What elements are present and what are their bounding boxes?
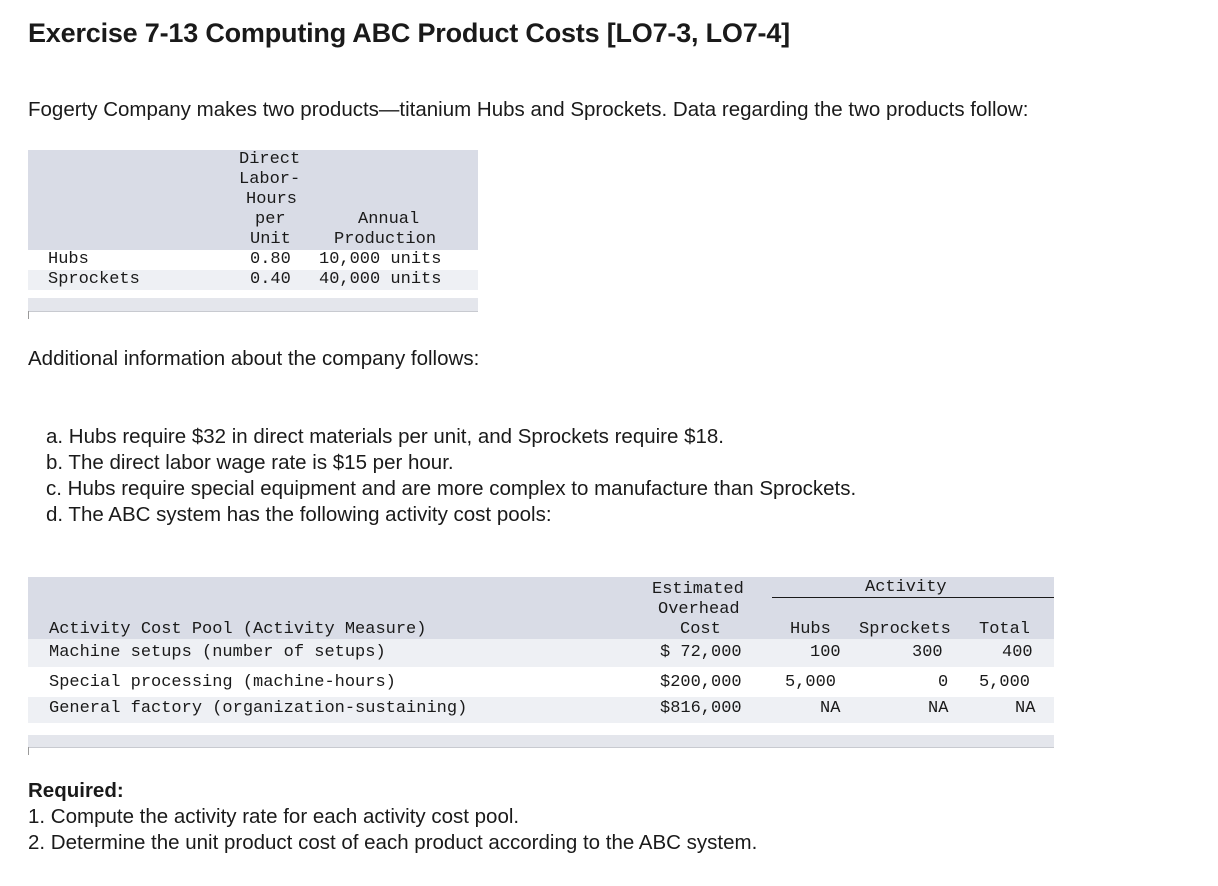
product-data-table: Direct Labor- Hours per Unit Annual Prod… xyxy=(28,150,478,319)
row-cost: $816,000 xyxy=(660,699,742,718)
row-pool: Special processing (machine-hours) xyxy=(49,673,396,692)
additional-info-heading: Additional information about the company… xyxy=(28,347,480,370)
page-title: Exercise 7-13 Computing ABC Product Cost… xyxy=(28,18,790,48)
activity-cost-pool-table: Estimated Overhead Cost Activity Activit… xyxy=(28,577,1054,755)
row-annual: 40,000 units xyxy=(319,270,442,289)
intro-text: Fogerty Company makes two products—titan… xyxy=(28,98,1029,121)
header-cost-line2: Overhead xyxy=(658,600,740,619)
row-total: 5,000 xyxy=(979,673,1031,692)
activity-underline xyxy=(772,597,1054,598)
row-sprockets: 300 xyxy=(912,643,943,662)
row-annual: 10,000 units xyxy=(319,250,442,269)
header-hubs: Hubs xyxy=(790,620,831,639)
table-footer xyxy=(28,735,1054,755)
list-item: c. Hubs require special equipment and ar… xyxy=(46,477,857,500)
header-sprockets: Sprockets xyxy=(859,620,951,639)
row-name: Hubs xyxy=(48,250,89,269)
table-row: Machine setups (number of setups) $ 72,0… xyxy=(28,639,1054,667)
row-hubs: 100 xyxy=(810,643,841,662)
header-activity: Activity xyxy=(865,578,947,597)
table-row: Sprockets 0.40 40,000 units xyxy=(28,270,478,290)
row-hubs: NA xyxy=(820,699,841,718)
header-dlh-line1: Direct xyxy=(239,150,301,169)
table-row: General factory (organization-sustaining… xyxy=(28,697,1054,723)
row-sprockets: 0 xyxy=(938,673,949,692)
header-dlh-line2: Labor- xyxy=(239,170,301,189)
header-total: Total xyxy=(979,620,1031,639)
footer-divider xyxy=(28,311,29,319)
row-name: Sprockets xyxy=(48,270,140,289)
header-annual-line2: Production xyxy=(334,230,437,249)
list-item: d. The ABC system has the following acti… xyxy=(46,503,552,526)
row-sprockets: NA xyxy=(928,699,949,718)
required-section: Required: 1. Compute the activity rate f… xyxy=(28,778,757,856)
row-total: NA xyxy=(1015,699,1036,718)
row-cost: $ 72,000 xyxy=(660,643,742,662)
table-footer xyxy=(28,298,478,319)
row-dlh: 0.80 xyxy=(250,250,291,269)
header-dlh-line4: per xyxy=(255,210,286,229)
required-item: 1. Compute the activity rate for each ac… xyxy=(28,805,520,828)
header-dlh-line3: Hours xyxy=(246,190,298,209)
header-annual-line1: Annual xyxy=(358,210,420,229)
header-cost-line3: Cost xyxy=(680,620,721,639)
row-dlh: 0.40 xyxy=(250,270,291,289)
table-header: Direct Labor- Hours per Unit Annual Prod… xyxy=(28,150,478,250)
table-header: Estimated Overhead Cost Activity Activit… xyxy=(28,577,1054,639)
row-pool: Machine setups (number of setups) xyxy=(49,643,386,662)
list-item: b. The direct labor wage rate is $15 per… xyxy=(46,451,454,474)
required-item: 2. Determine the unit product cost of ea… xyxy=(28,831,758,854)
footer-divider xyxy=(28,747,29,755)
table-row: Special processing (machine-hours) $200,… xyxy=(28,667,1054,697)
row-hubs: 5,000 xyxy=(785,673,837,692)
required-label: Required: xyxy=(28,779,124,802)
header-cost-line1: Estimated xyxy=(652,580,744,599)
table-row: Hubs 0.80 10,000 units xyxy=(28,250,478,270)
header-pool: Activity Cost Pool (Activity Measure) xyxy=(49,620,427,639)
row-pool: General factory (organization-sustaining… xyxy=(49,699,468,718)
row-cost: $200,000 xyxy=(660,673,742,692)
info-list: a. Hubs require $32 in direct materials … xyxy=(46,424,856,528)
header-dlh-line5: Unit xyxy=(250,230,291,249)
list-item: a. Hubs require $32 in direct materials … xyxy=(46,425,725,448)
row-total: 400 xyxy=(1002,643,1033,662)
